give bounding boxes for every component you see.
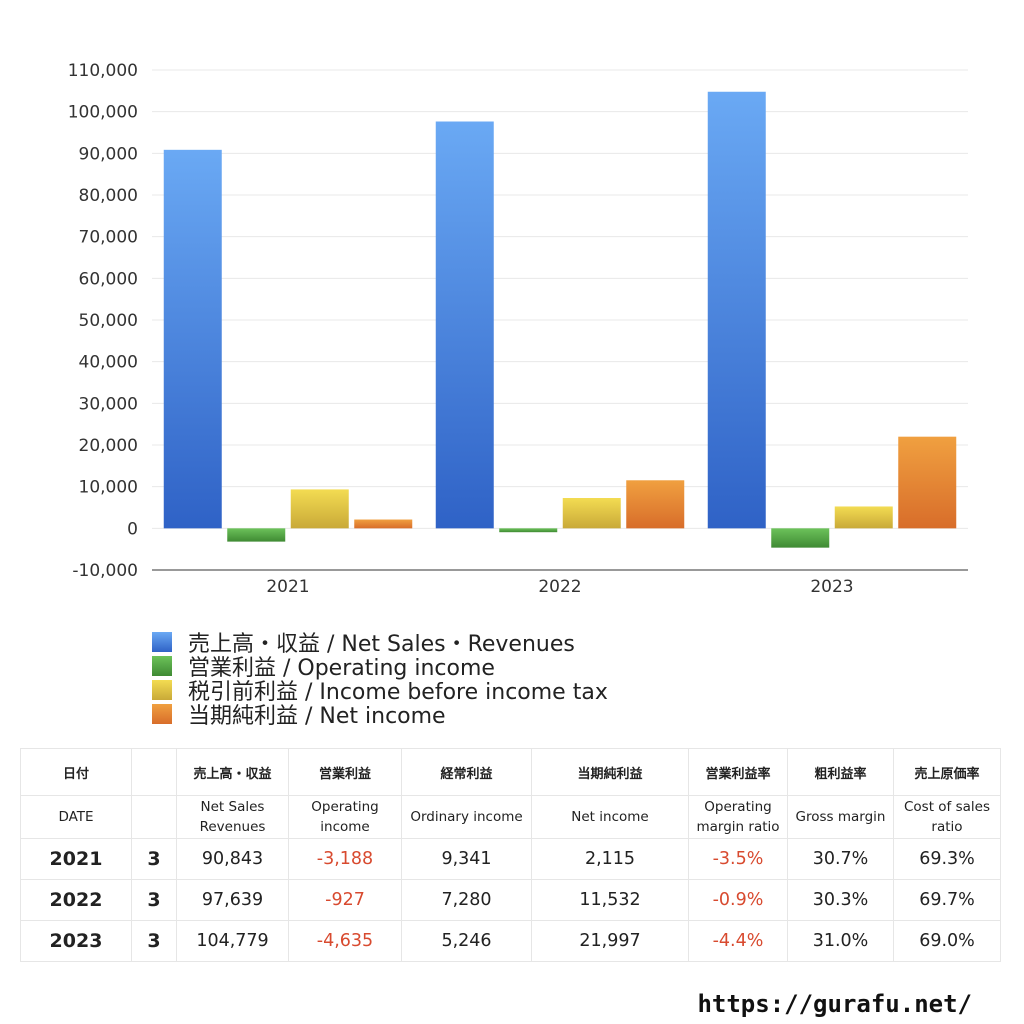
cell-net-income: 21,997 [531,920,689,962]
bar-sales-2023 [707,91,766,529]
y-axis-ticks: 110,000 100,000 90,000 80,000 70,000 60,000 50… [68,61,138,581]
legend-item-net-income: 当期純利益 / Net income [152,702,608,729]
site-url[interactable]: https://gurafu.net/ [697,990,972,1018]
header-net-income-jp: 当期純利益 [531,748,689,796]
y-tick-label: -10,000 [72,561,138,581]
x-tick-label: 2023 [810,577,853,597]
bar-income-before-tax-2022 [562,498,621,529]
legend-item-sales: 売上高・収益 / Net Sales・Revenues [152,630,608,657]
table-header-en: DATE Net Sales Revenues Operating income… [20,795,1001,839]
cell-year: 2022 [20,879,132,921]
header-month-jp [131,748,177,796]
bar-sales-2022 [435,121,494,529]
cell-operating-income: -927 [288,879,402,921]
cell-ordinary-income: 7,280 [401,879,532,921]
legend-swatch-net-income [152,704,172,724]
header-gross-margin-jp: 粗利益率 [787,748,894,796]
cell-gross-margin: 30.7% [787,838,894,880]
x-tick-label: 2022 [538,577,581,597]
cell-year: 2023 [20,920,132,962]
cell-net-income: 2,115 [531,838,689,880]
cell-year: 2021 [20,838,132,880]
bar-net-income-2023 [898,436,957,529]
cell-sales: 90,843 [176,838,289,880]
header-ordinary-income-en: Ordinary income [401,795,532,839]
header-cost-ratio-jp: 売上原価率 [893,748,1001,796]
bar-operating-income-2022 [499,528,558,533]
y-tick-label: 80,000 [79,186,138,206]
header-gross-margin-en: Gross margin [787,795,894,839]
header-operating-margin-jp: 営業利益率 [688,748,788,796]
cell-cost-ratio: 69.0% [893,920,1001,962]
y-tick-label: 10,000 [79,478,138,498]
cell-gross-margin: 30.3% [787,879,894,921]
x-axis-ticks: 2021 2022 2023 [266,577,853,597]
y-tick-label: 110,000 [68,61,138,81]
y-tick-label: 100,000 [68,103,138,123]
legend-swatch-operating-income [152,656,172,676]
cell-net-income: 11,532 [531,879,689,921]
header-operating-margin-en: Operating margin ratio [688,795,788,839]
bar-operating-income-2023 [771,528,830,548]
grid-lines [152,69,968,571]
cell-sales: 97,639 [176,879,289,921]
bar-net-income-2021 [354,519,413,529]
financial-table: 日付 売上高・収益 営業利益 経常利益 当期純利益 営業利益率 粗利益率 売上原… [20,748,1001,962]
y-tick-label: 20,000 [79,436,138,456]
cell-ordinary-income: 9,341 [401,838,532,880]
cell-operating-income: -4,635 [288,920,402,962]
table-row: 2023 3 104,779 -4,635 5,246 21,997 -4.4%… [20,920,1001,962]
header-sales-en: Net Sales Revenues [176,795,289,839]
cell-operating-margin: -4.4% [688,920,788,962]
bar-net-income-2022 [626,480,685,529]
legend-label-operating-income: 営業利益 / Operating income [188,656,495,681]
header-ordinary-income-jp: 経常利益 [401,748,532,796]
header-operating-income-en: Operating income [288,795,402,839]
y-tick-label: 70,000 [79,228,138,248]
legend-label-sales: 売上高・収益 / Net Sales・Revenues [188,632,575,657]
legend-item-operating-income: 営業利益 / Operating income [152,654,608,681]
y-tick-label: 40,000 [79,353,138,373]
legend: 売上高・収益 / Net Sales・Revenues 営業利益 / Opera… [152,630,608,729]
cell-operating-income: -3,188 [288,838,402,880]
legend-label-net-income: 当期純利益 / Net income [188,704,446,729]
bar-operating-income-2021 [227,528,286,542]
table-header-jp: 日付 売上高・収益 営業利益 経常利益 当期純利益 営業利益率 粗利益率 売上原… [20,748,1001,796]
cell-month: 3 [131,838,177,880]
header-month-en [131,795,177,839]
table-row: 2021 3 90,843 -3,188 9,341 2,115 -3.5% 3… [20,838,1001,880]
cell-month: 3 [131,879,177,921]
bar-income-before-tax-2023 [834,506,893,529]
y-tick-label: 0 [127,519,138,539]
cell-cost-ratio: 69.7% [893,879,1001,921]
cell-cost-ratio: 69.3% [893,838,1001,880]
header-net-income-en: Net income [531,795,689,839]
legend-item-income-before-tax: 税引前利益 / Income before income tax [152,678,608,705]
cell-month: 3 [131,920,177,962]
header-cost-ratio-en: Cost of sales ratio [893,795,1001,839]
cell-gross-margin: 31.0% [787,920,894,962]
y-tick-label: 50,000 [79,311,138,331]
header-operating-income-jp: 営業利益 [288,748,402,796]
y-tick-label: 30,000 [79,394,138,414]
y-tick-label: 60,000 [79,269,138,289]
legend-label-income-before-tax: 税引前利益 / Income before income tax [188,680,608,705]
bars [163,91,957,548]
legend-swatch-sales [152,632,172,652]
bar-chart: 110,000 100,000 90,000 80,000 70,000 60,000 50… [68,61,968,597]
cell-ordinary-income: 5,246 [401,920,532,962]
y-tick-label: 90,000 [79,144,138,164]
bar-income-before-tax-2021 [290,489,349,529]
header-date-jp: 日付 [20,748,132,796]
x-tick-label: 2021 [266,577,309,597]
cell-sales: 104,779 [176,920,289,962]
legend-swatch-income-before-tax [152,680,172,700]
header-date-en: DATE [20,795,132,839]
bar-sales-2021 [163,149,222,529]
cell-operating-margin: -3.5% [688,838,788,880]
table-row: 2022 3 97,639 -927 7,280 11,532 -0.9% 30… [20,879,1001,921]
header-sales-jp: 売上高・収益 [176,748,289,796]
cell-operating-margin: -0.9% [688,879,788,921]
